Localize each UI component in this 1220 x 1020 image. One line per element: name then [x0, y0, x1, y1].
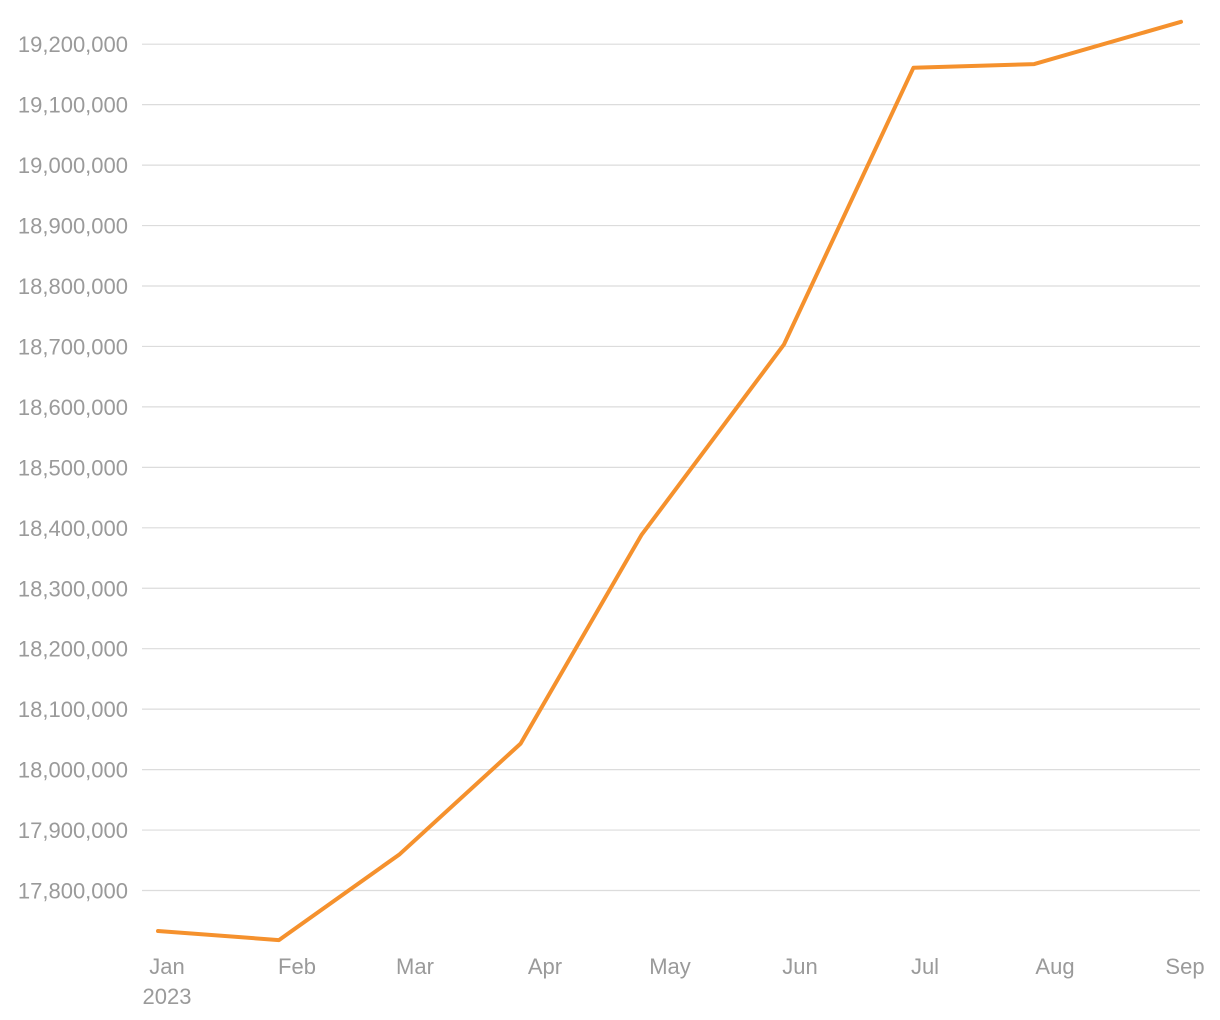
y-tick-label: 18,400,000	[18, 516, 128, 541]
y-tick-label: 18,900,000	[18, 214, 128, 239]
x-tick-label: Jun	[782, 954, 817, 979]
y-tick-label: 18,700,000	[18, 334, 128, 359]
y-tick-label: 18,600,000	[18, 395, 128, 420]
x-tick-label: Sep	[1165, 954, 1204, 979]
y-tick-label: 18,800,000	[18, 274, 128, 299]
x-tick-label: May	[649, 954, 691, 979]
x-tick-label: Apr	[528, 954, 562, 979]
x-tick-label: Jan	[149, 954, 184, 979]
y-tick-label: 19,100,000	[18, 93, 128, 118]
y-tick-label: 18,000,000	[18, 758, 128, 783]
y-tick-label: 19,200,000	[18, 32, 128, 57]
y-tick-label: 19,000,000	[18, 153, 128, 178]
y-tick-label: 17,800,000	[18, 879, 128, 904]
series-line	[156, 19, 1183, 943]
y-tick-label: 17,900,000	[18, 818, 128, 843]
gridlines	[142, 43, 1200, 892]
y-tick-label: 18,100,000	[18, 697, 128, 722]
y-axis-tick-labels: 17,800,000 17,900,000 18,000,000 18,100,000…	[18, 32, 128, 903]
x-tick-label: Mar	[396, 954, 434, 979]
y-tick-label: 18,200,000	[18, 637, 128, 662]
x-tick-label: Feb	[278, 954, 316, 979]
y-tick-label: 18,500,000	[18, 455, 128, 480]
x-tick-label: Jul	[911, 954, 939, 979]
y-tick-label: 18,300,000	[18, 576, 128, 601]
x-tick-year-label: 2023	[143, 984, 192, 1009]
series-group	[156, 19, 1183, 943]
x-axis-tick-labels: Jan Feb Mar Apr May Jun Jul Aug Sep 2023	[143, 954, 1205, 1009]
x-tick-label: Aug	[1035, 954, 1074, 979]
